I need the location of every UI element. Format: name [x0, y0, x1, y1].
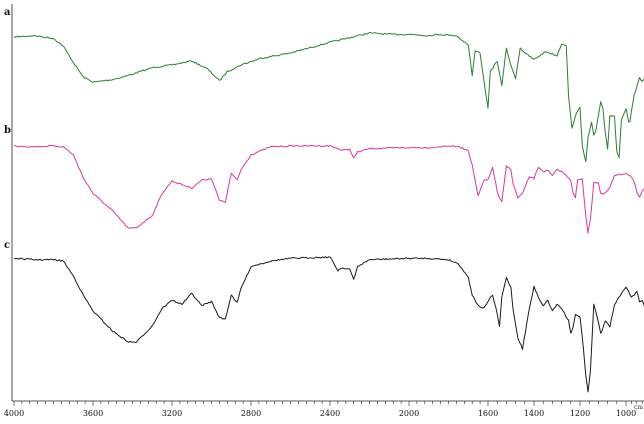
x-tick-label: 4000 — [4, 409, 24, 418]
trace-label-c: c — [4, 240, 10, 251]
axes — [11, 4, 644, 402]
x-tick-label: 3600 — [83, 409, 103, 418]
traces — [13, 32, 644, 393]
x-tick-label: 3200 — [162, 409, 182, 418]
trace-label-b: b — [4, 125, 11, 136]
trace-labels: a b c — [4, 7, 11, 251]
spectrum-line-c — [13, 256, 644, 393]
spectrum-line-a — [13, 32, 644, 163]
x-tick-label: 2400 — [320, 409, 340, 418]
spectrum-line-b — [14, 144, 644, 234]
x-tick-label: 1400 — [524, 409, 544, 418]
x-axis-unit-label: cm — [634, 404, 643, 411]
x-tick-label: 1600 — [478, 409, 498, 418]
x-tick-label: 2000 — [399, 409, 419, 418]
x-tick-label: 1200 — [570, 409, 590, 418]
x-tick-label: 2800 — [241, 409, 261, 418]
x-ticks: 4000 3600 3200 2800 2400 2000 1600 1400 1200 1000… — [4, 401, 643, 418]
x-tick-label: 1000 — [616, 409, 636, 418]
trace-label-a: a — [4, 7, 11, 18]
